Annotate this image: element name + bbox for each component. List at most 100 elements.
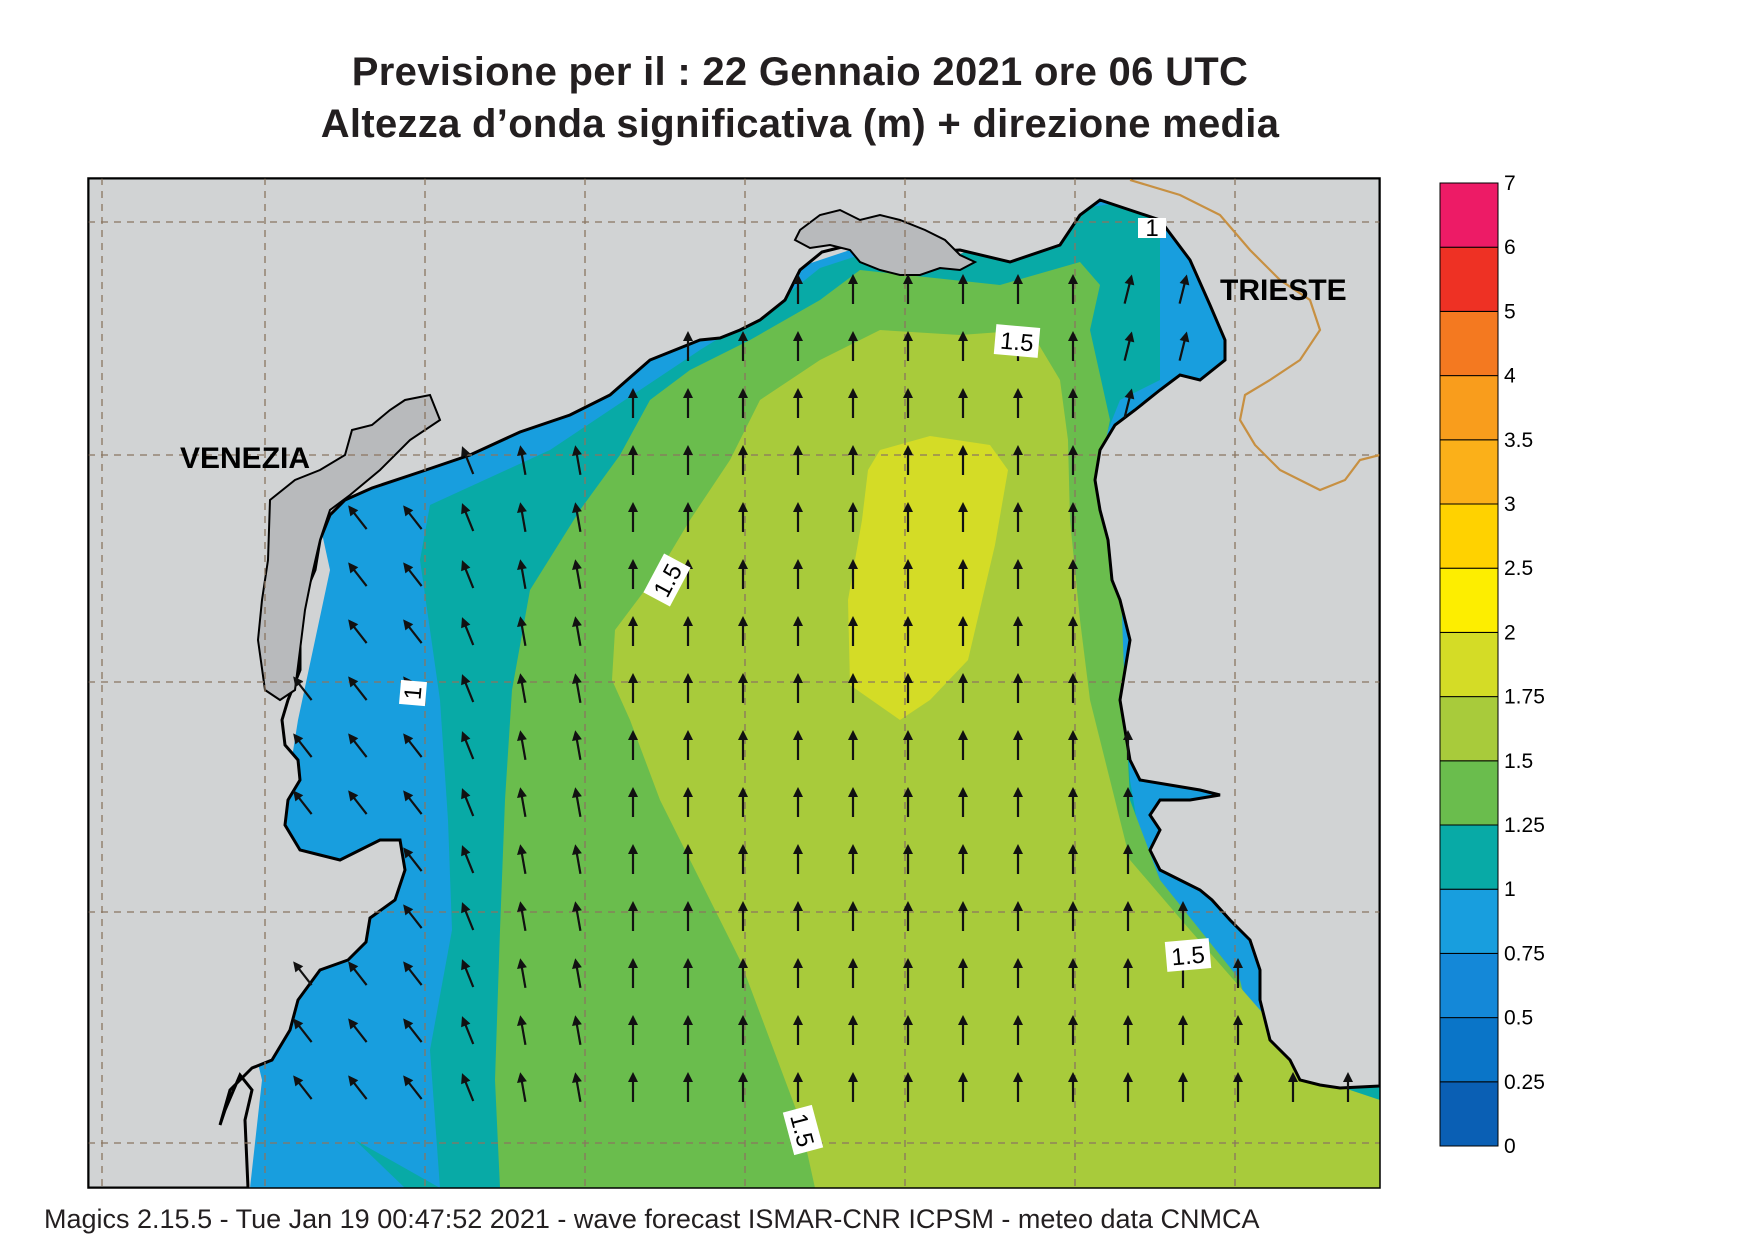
- svg-text:1.5: 1.5: [1170, 942, 1206, 972]
- wave-arrow: [683, 331, 693, 361]
- wave-arrow: [572, 502, 582, 532]
- colorbar-swatch: [1439, 182, 1499, 248]
- wave-arrow: [738, 331, 748, 361]
- wave-arrow: [683, 616, 693, 646]
- wave-arrow: [738, 1015, 748, 1045]
- sea-zone-1.5: [612, 330, 1380, 1188]
- wave-arrow: [1013, 502, 1023, 532]
- wave-arrow: [293, 790, 313, 815]
- wave-arrow: [1013, 559, 1023, 589]
- wave-arrow: [738, 616, 748, 646]
- wave-arrow: [517, 445, 527, 475]
- wave-arrow: [903, 445, 913, 475]
- wave-arrow: [1123, 787, 1133, 817]
- colorbar-tick-label: 4: [1504, 365, 1516, 388]
- wave-arrow: [1013, 730, 1023, 760]
- wave-arrow: [628, 673, 638, 703]
- wave-arrow: [1068, 616, 1078, 646]
- wave-arrow: [1068, 388, 1078, 418]
- state-border-line: [1129, 178, 1380, 492]
- wave-arrow: [1013, 901, 1023, 931]
- colorbar-swatches: [1439, 182, 1499, 1147]
- wave-arrow: [793, 388, 803, 418]
- wave-arrow: [461, 617, 475, 646]
- wave-arrow: [1068, 331, 1078, 361]
- wave-arrow: [403, 961, 423, 986]
- wave-arrow: [793, 616, 803, 646]
- wave-arrow: [1068, 559, 1078, 589]
- svg-text:1.5: 1.5: [999, 328, 1035, 358]
- wave-arrow: [572, 787, 582, 817]
- wave-arrow: [793, 1072, 803, 1102]
- wave-arrow: [903, 730, 913, 760]
- wave-arrow: [1123, 958, 1133, 988]
- wave-arrow: [903, 616, 913, 646]
- wave-arrow: [348, 619, 368, 644]
- colorbar-tick-label: 0: [1504, 1135, 1516, 1158]
- colorbar-swatch: [1439, 888, 1499, 954]
- wave-arrow: [1068, 787, 1078, 817]
- wave-arrow: [683, 730, 693, 760]
- wave-arrow: [403, 733, 423, 758]
- wave-arrow: [738, 844, 748, 874]
- wave-arrow: [461, 902, 475, 931]
- wave-arrow: [903, 844, 913, 874]
- wave-arrow: [572, 958, 582, 988]
- wave-arrow: [461, 845, 475, 874]
- wave-arrow: [517, 844, 527, 874]
- wave-arrow: [848, 274, 858, 304]
- wave-arrow: [958, 331, 968, 361]
- colorbar-tick-label: 1.5: [1504, 750, 1533, 773]
- svg-text:1: 1: [399, 685, 427, 701]
- wave-arrow: [628, 616, 638, 646]
- wave-arrow: [738, 901, 748, 931]
- wave-arrow: [903, 1015, 913, 1045]
- wave-arrow: [348, 562, 368, 587]
- wave-arrow: [517, 730, 527, 760]
- wave-arrow: [628, 958, 638, 988]
- wave-arrow: [683, 844, 693, 874]
- wave-arrow: [683, 958, 693, 988]
- colorbar-tick-label: 5: [1504, 300, 1516, 323]
- wave-arrow: [293, 733, 313, 758]
- colorbar-swatch: [1439, 1017, 1499, 1083]
- wave-arrow: [348, 733, 368, 758]
- wave-arrow: [1013, 844, 1023, 874]
- wave-arrow: [461, 1073, 475, 1102]
- wave-arrow: [1013, 1072, 1023, 1102]
- wave-arrow: [628, 844, 638, 874]
- wave-arrow: [1233, 1072, 1243, 1102]
- colorbar-tick-label: 3: [1504, 493, 1516, 516]
- wave-arrow: [517, 502, 527, 532]
- colorbar-swatch: [1439, 952, 1499, 1019]
- wave-arrow: [958, 559, 968, 589]
- wave-arrow: [793, 559, 803, 589]
- wave-arrow: [1123, 1072, 1133, 1102]
- wave-arrow: [958, 388, 968, 418]
- wave-arrow: [628, 1015, 638, 1045]
- wave-arrow: [1068, 445, 1078, 475]
- wave-arrow: [572, 901, 582, 931]
- colorbar-tick-label: 2.5: [1504, 557, 1533, 580]
- colorbar-swatch: [1439, 1081, 1499, 1147]
- colorbar-tick-label: 1.25: [1504, 814, 1545, 837]
- wave-arrow: [628, 901, 638, 931]
- wave-arrow: [572, 616, 582, 646]
- wave-arrow: [683, 901, 693, 931]
- wave-arrow: [461, 959, 475, 988]
- colorbar-swatch: [1439, 567, 1499, 633]
- wave-arrow: [848, 1072, 858, 1102]
- wave-arrow: [461, 446, 475, 475]
- wave-arrow: [738, 502, 748, 532]
- wave-arrow: [461, 560, 475, 589]
- wave-arrow: [403, 1075, 423, 1100]
- wave-arrow: [1013, 388, 1023, 418]
- wave-arrow: [848, 616, 858, 646]
- colorbar-swatch: [1439, 439, 1499, 505]
- wave-arrow: [572, 445, 582, 475]
- wave-arrow: [348, 1018, 368, 1043]
- wave-arrow: [293, 1075, 313, 1100]
- wave-arrow: [348, 676, 368, 701]
- wave-arrow: [848, 388, 858, 418]
- wave-arrow: [517, 901, 527, 931]
